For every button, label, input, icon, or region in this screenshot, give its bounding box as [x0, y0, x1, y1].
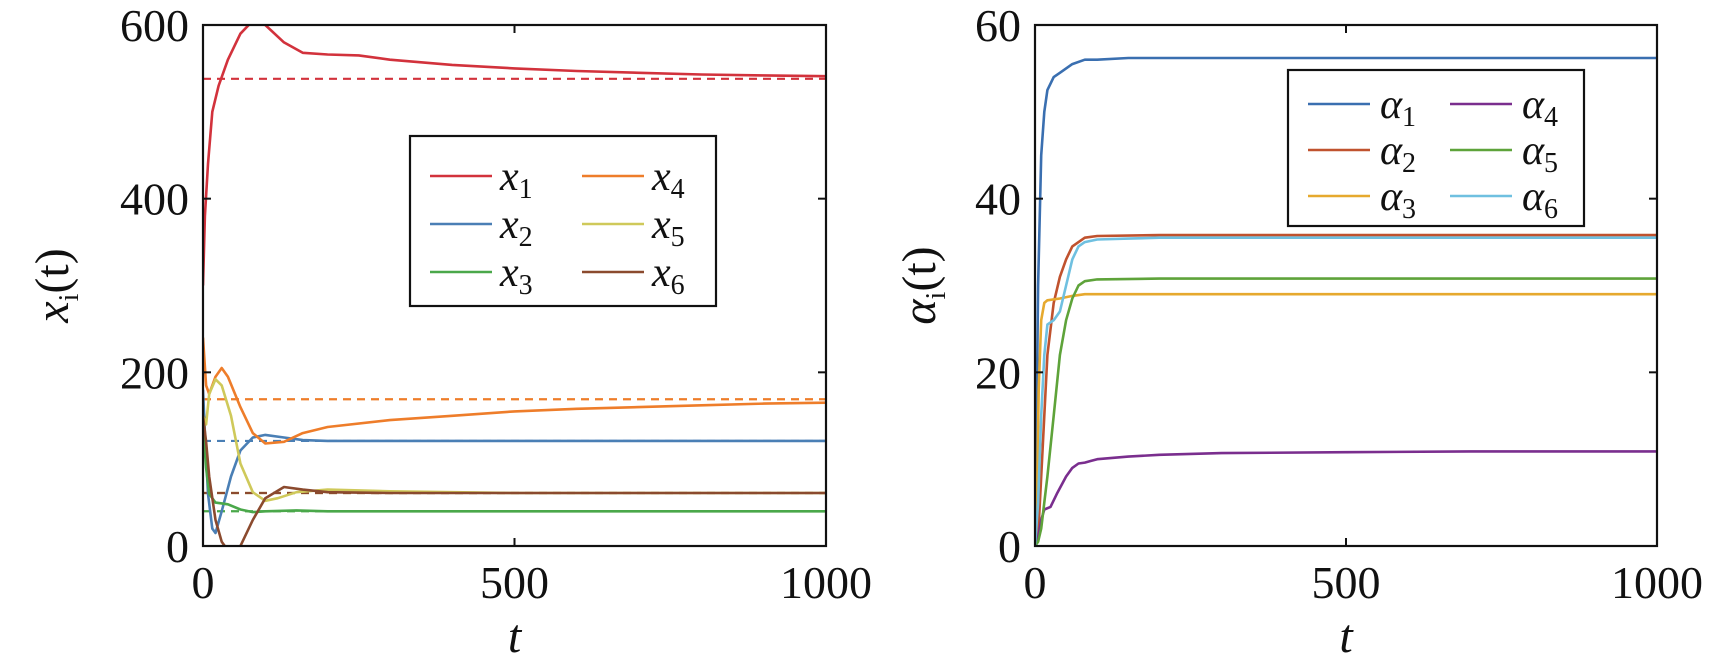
- y-axis-label-arg: (t): [26, 248, 79, 293]
- legend-label-sub: 2: [519, 222, 533, 253]
- legend-label-2: x2: [499, 202, 533, 253]
- x-tick-label: 0: [1024, 557, 1047, 608]
- series-line-3: [1035, 292, 1657, 546]
- legend-label-symbol: α: [1380, 174, 1403, 220]
- legend-label-3: α3: [1380, 174, 1416, 225]
- legend-label-symbol: x: [499, 154, 519, 200]
- legend-label-6: α6: [1522, 174, 1558, 225]
- y-tick-label: 0: [998, 521, 1021, 572]
- legend-box: [1286, 68, 1586, 228]
- y-tick-label: 20: [975, 347, 1021, 398]
- legend-label-4: x4: [651, 154, 685, 205]
- y-axis-label: xi(t): [26, 248, 85, 323]
- y-tick-label: 200: [120, 347, 189, 398]
- legend-label-5: α5: [1522, 128, 1558, 179]
- legend-label-symbol: x: [651, 202, 671, 248]
- y-axis-label-symbol: x: [26, 301, 79, 323]
- x-tick-label: 1000: [1611, 557, 1703, 608]
- y-axis-label-arg: (t): [893, 246, 946, 291]
- legend-label-symbol: x: [651, 154, 671, 200]
- series-line-4: [203, 337, 826, 445]
- legend-label-sub: 1: [519, 174, 533, 205]
- legend-label-sub: 1: [1402, 102, 1416, 133]
- legend-label-sub: 2: [1402, 148, 1416, 179]
- y-axis-label-sub: i: [921, 291, 952, 299]
- series-line-1: [1035, 56, 1657, 546]
- y-axis-label: αi(t): [893, 246, 952, 324]
- series-line-1: [203, 25, 826, 286]
- legend-label-sub: 3: [1402, 194, 1416, 225]
- x-tick-label: 500: [1312, 557, 1381, 608]
- legend-label-sub: 6: [671, 270, 685, 301]
- legend-label-symbol: x: [499, 202, 519, 248]
- legend-label-sub: 5: [1544, 148, 1558, 179]
- series-line-4: [1035, 450, 1657, 546]
- legend-label-sub: 5: [671, 222, 685, 253]
- series-line-5: [203, 378, 826, 503]
- y-tick-label: 600: [120, 0, 189, 51]
- legend-label-4: α4: [1522, 82, 1558, 133]
- x-axis-label: t: [1339, 610, 1354, 663]
- legend-label-symbol: x: [499, 250, 519, 296]
- y-tick-label: 400: [120, 174, 189, 225]
- series-line-6: [203, 415, 826, 546]
- legend-label-sub: 4: [1544, 102, 1558, 133]
- series-line-5: [1035, 277, 1657, 546]
- legend-label-symbol: α: [1380, 82, 1403, 128]
- series-line-2: [203, 389, 826, 535]
- series-lines: [203, 25, 826, 546]
- y-tick-label: 60: [975, 0, 1021, 51]
- legend-box: [408, 134, 718, 308]
- y-axis-label-symbol: α: [893, 299, 946, 325]
- legend-label-sub: 3: [519, 270, 533, 301]
- legend-label-1: x1: [499, 154, 533, 205]
- x-tick-label: 1000: [780, 557, 872, 608]
- legend-label-3: x3: [499, 250, 533, 301]
- legend-label-6: x6: [651, 250, 685, 301]
- legend-label-symbol: α: [1380, 128, 1403, 174]
- legend-label-symbol: α: [1522, 82, 1545, 128]
- x-tick-label: 500: [480, 557, 549, 608]
- legend-label-2: α2: [1380, 128, 1416, 179]
- series-line-6: [1035, 236, 1657, 546]
- legend-label-symbol: α: [1522, 128, 1545, 174]
- series-lines: [1035, 56, 1657, 546]
- legend-label-symbol: α: [1522, 174, 1545, 220]
- legend-label-1: α1: [1380, 82, 1416, 133]
- legend-label-sub: 6: [1544, 194, 1558, 225]
- y-tick-label: 40: [975, 174, 1021, 225]
- x-tick-label: 0: [192, 557, 215, 608]
- y-tick-label: 0: [166, 521, 189, 572]
- x-axis-label: t: [508, 610, 523, 663]
- legend-label-symbol: x: [651, 250, 671, 296]
- legend-label-5: x5: [651, 202, 685, 253]
- y-axis-label-sub: i: [54, 293, 85, 301]
- legend-label-sub: 4: [671, 174, 685, 205]
- series-line-2: [1035, 233, 1657, 546]
- series-line-3: [203, 424, 826, 514]
